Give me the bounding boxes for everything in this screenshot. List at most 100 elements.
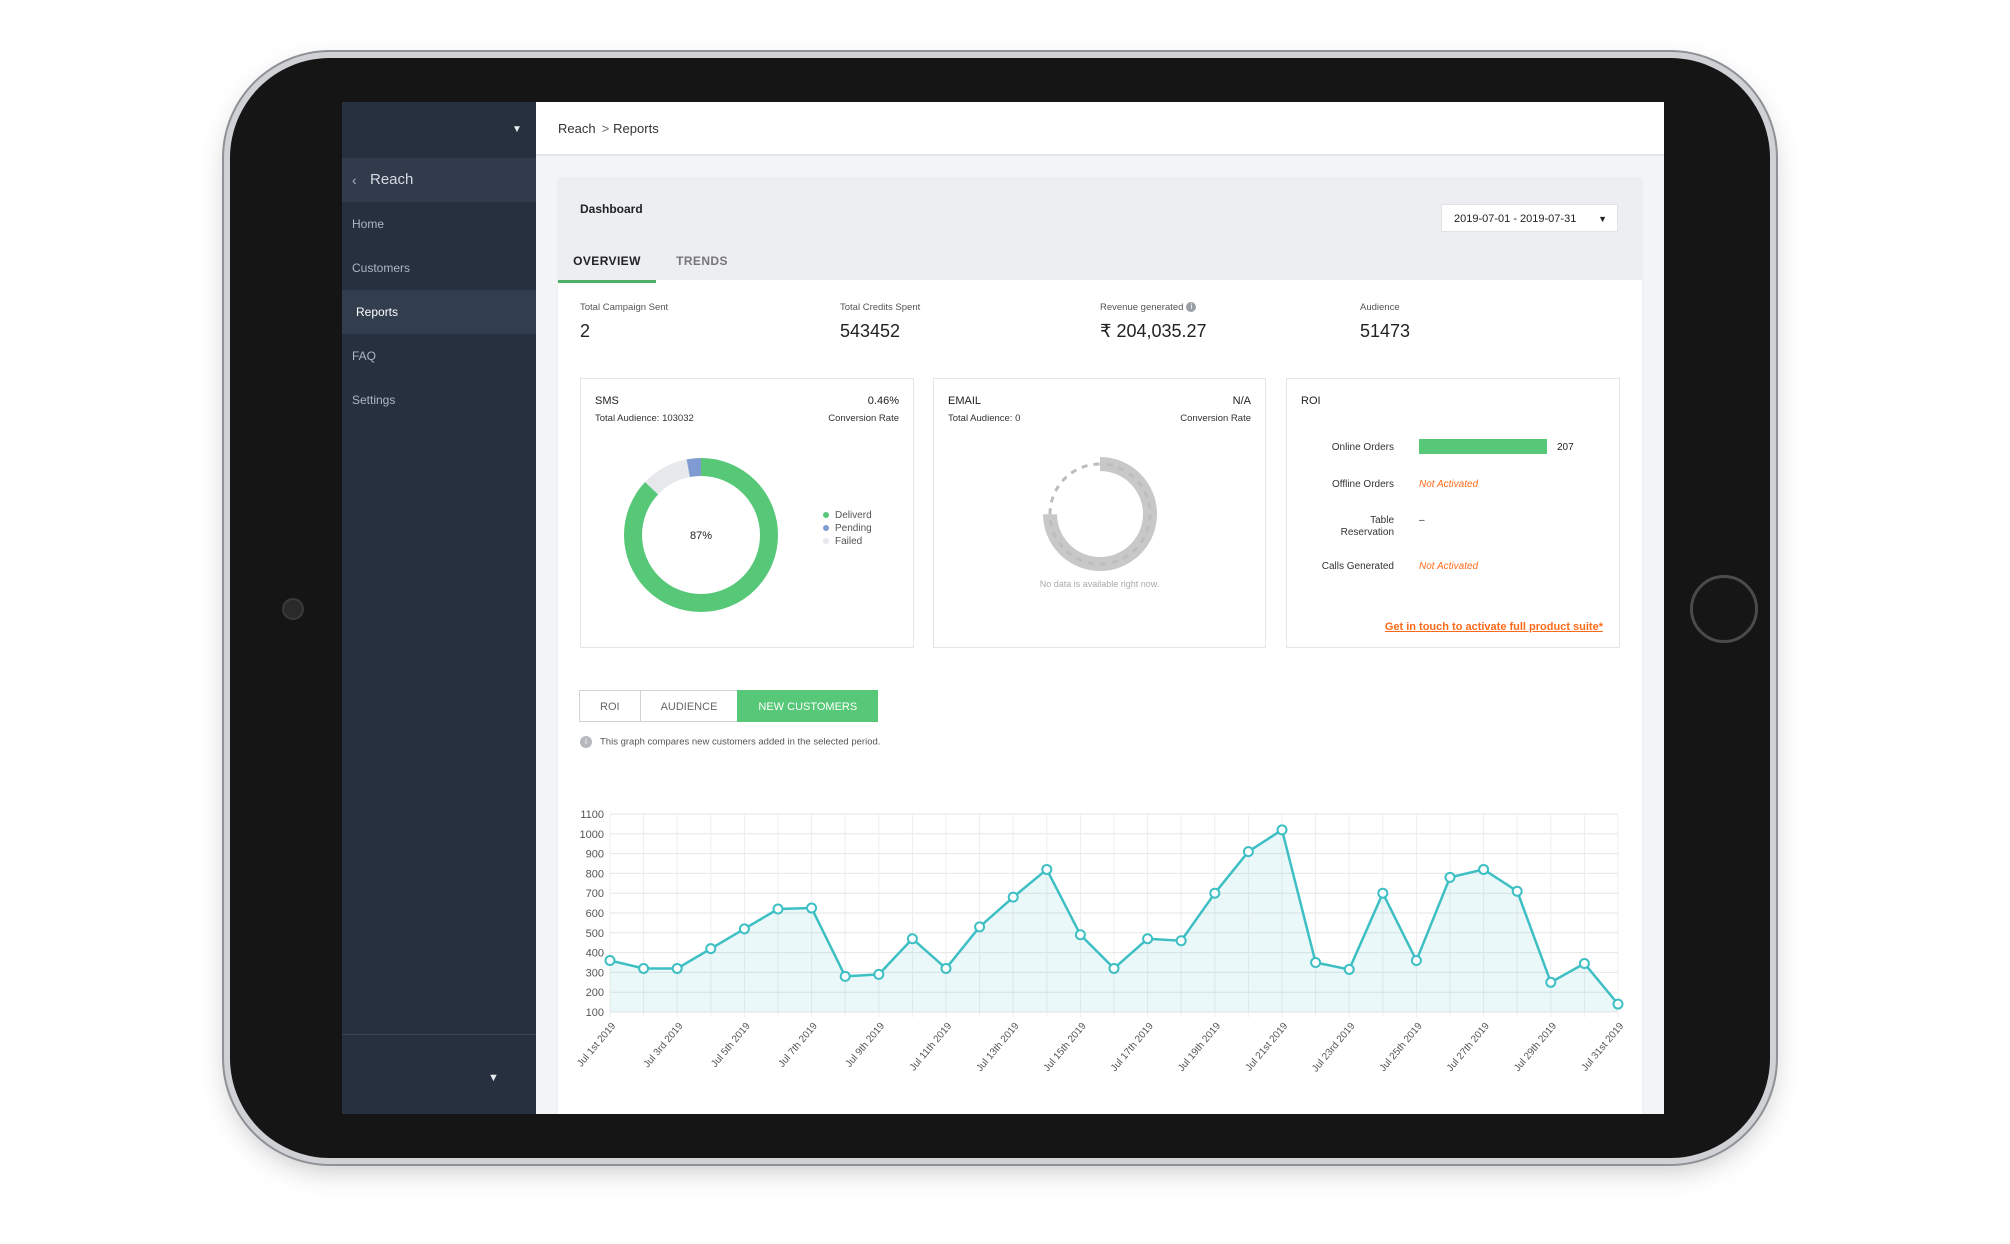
- chart-point[interactable]: [638, 962, 650, 974]
- chart-point[interactable]: [1478, 863, 1490, 875]
- panel-title: ROI: [1301, 395, 1321, 407]
- chart-point[interactable]: [1444, 871, 1456, 883]
- roi-value: 207: [1557, 442, 1574, 453]
- stat-value: ₹ 204,035.27: [1100, 321, 1207, 341]
- x-tick-label: Jul 3rd 2019: [642, 1021, 686, 1071]
- sidebar-item-customers[interactable]: Customers: [352, 261, 411, 275]
- chart-point[interactable]: [1545, 976, 1557, 988]
- info-icon[interactable]: i: [1186, 302, 1197, 313]
- chart-point[interactable]: [1410, 955, 1422, 967]
- graph-tab-audience[interactable]: AUDIENCE: [639, 690, 739, 722]
- caret-down-icon: ▼: [1598, 214, 1607, 224]
- tab-overview[interactable]: OVERVIEW: [558, 254, 656, 283]
- chart-point[interactable]: [1242, 846, 1254, 858]
- roi-status: –: [1419, 515, 1425, 526]
- chart-point[interactable]: [940, 962, 952, 974]
- donut-segment-delivered: [624, 458, 778, 612]
- stat-audience: Audience 51473: [1360, 302, 1410, 342]
- chart-point[interactable]: [705, 943, 717, 955]
- stat-campaigns: Total Campaign Sent 2: [580, 302, 668, 342]
- x-tick-label: Jul 5th 2019: [709, 1021, 753, 1070]
- roi-label: Offline Orders: [1331, 479, 1394, 490]
- tab-trends[interactable]: TRENDS: [676, 254, 728, 268]
- chart-point[interactable]: [1377, 887, 1389, 899]
- chart-point[interactable]: [772, 903, 784, 915]
- chart-point[interactable]: [1108, 962, 1120, 974]
- chart-point[interactable]: [974, 921, 986, 933]
- chart-point[interactable]: [906, 933, 918, 945]
- chart-point[interactable]: [604, 955, 616, 967]
- new-customers-chart: 100 200 300 400 500 600 700 800 900 1000 1100 Jul 1…: [575, 809, 1626, 1075]
- stat-credits: Total Credits Spent 543452: [840, 302, 920, 342]
- sidebar-item-home[interactable]: Home: [352, 217, 385, 231]
- chart-point[interactable]: [1276, 824, 1288, 836]
- sidebar-back-label: Reach: [370, 171, 414, 188]
- stat-label-text: Revenue generated: [1100, 302, 1184, 313]
- chevron-left-icon: ‹: [352, 172, 357, 188]
- breadcrumb-root[interactable]: Reach: [558, 121, 596, 136]
- y-tick-label: 400: [586, 948, 604, 960]
- stat-label: Total Credits Spent: [840, 302, 921, 313]
- x-tick-label: Jul 11th 2019: [908, 1021, 955, 1074]
- chart-point[interactable]: [1074, 929, 1086, 941]
- chart-point[interactable]: [738, 923, 750, 935]
- sidebar: ▼ ‹ Reach Home Customers Reports FAQ Set…: [342, 102, 536, 1114]
- breadcrumb-current: Reports: [613, 121, 659, 136]
- info-icon: i: [580, 736, 592, 748]
- conversion-rate-value: N/A: [1232, 395, 1251, 407]
- tablet-camera: [282, 598, 304, 620]
- x-tick-label: Jul 7th 2019: [776, 1021, 820, 1070]
- sidebar-item-faq[interactable]: FAQ: [352, 349, 377, 363]
- legend-label: Failed: [835, 536, 863, 547]
- stat-value: 2: [580, 321, 591, 341]
- chart-point[interactable]: [1041, 863, 1053, 875]
- y-tick-label: 100: [586, 1007, 604, 1019]
- graph-hint-text: This graph compares new customers added …: [600, 736, 881, 748]
- date-range-picker[interactable]: 2019-07-01 - 2019-07-31 ▼: [1441, 204, 1618, 232]
- caret-down-icon[interactable]: ▼: [512, 124, 522, 135]
- chart-point[interactable]: [806, 902, 818, 914]
- graph-tab-group: ROI AUDIENCE NEW CUSTOMERS: [579, 690, 879, 722]
- legend-dot: [823, 512, 829, 519]
- app-screen: ▼ ‹ Reach Home Customers Reports FAQ Set…: [342, 102, 1664, 1114]
- sidebar-item-reports[interactable]: Reports: [342, 290, 536, 334]
- stat-revenue: Revenue generated i ₹ 204,035.27: [1100, 302, 1207, 342]
- legend-dot: [823, 525, 829, 532]
- y-tick-label: 300: [586, 967, 604, 979]
- chart-point[interactable]: [1175, 935, 1187, 947]
- chart-point[interactable]: [839, 970, 851, 982]
- sidebar-back-reach[interactable]: ‹ Reach: [342, 158, 536, 202]
- graph-tab-new-customers[interactable]: NEW CUSTOMERS: [737, 690, 879, 722]
- chart-point[interactable]: [1142, 933, 1154, 945]
- donut-ring-dashed: [1048, 462, 1152, 566]
- chart-point[interactable]: [873, 968, 885, 980]
- x-tick-label: Jul 23rd 2019: [1310, 1021, 1358, 1075]
- sms-donut-chart: 87%: [624, 458, 778, 612]
- sidebar-item-settings[interactable]: Settings: [352, 393, 396, 407]
- chart-point[interactable]: [671, 962, 683, 974]
- stat-label: Revenue generated i: [1100, 302, 1207, 313]
- x-tick-label: Jul 25th 2019: [1378, 1021, 1425, 1074]
- roi-label: Online Orders: [1331, 442, 1394, 453]
- email-empty-donut: [1043, 457, 1157, 571]
- chart-point[interactable]: [1578, 957, 1590, 969]
- chart-point[interactable]: [1343, 963, 1355, 975]
- caret-down-icon[interactable]: ▼: [488, 1072, 499, 1084]
- activate-suite-link[interactable]: Get in touch to activate full product su…: [1384, 621, 1603, 633]
- chart-point[interactable]: [1310, 957, 1322, 968]
- legend-item-delivered: Deliverd: [823, 509, 872, 522]
- roi-panel: ROI Online Orders 207 Offline Orders Not…: [1286, 378, 1620, 648]
- chart-point[interactable]: [1007, 891, 1019, 903]
- legend-item-pending: Pending: [823, 522, 872, 535]
- chart-point[interactable]: [1612, 998, 1624, 1010]
- chart-point[interactable]: [1511, 885, 1523, 897]
- x-tick-label: Jul 29th 2019: [1512, 1021, 1559, 1074]
- conversion-rate-value: 0.46%: [867, 395, 899, 407]
- email-panel: EMAIL Total Audience: 0 N/A Conversion R…: [933, 378, 1266, 648]
- roi-bar: [1419, 439, 1547, 454]
- stat-value: 543452: [840, 321, 901, 341]
- graph-tab-roi[interactable]: ROI: [579, 690, 641, 722]
- tablet-home-button[interactable]: [1690, 575, 1758, 643]
- panel-subtitle: Total Audience: 103032: [595, 413, 694, 424]
- chart-point[interactable]: [1209, 887, 1221, 899]
